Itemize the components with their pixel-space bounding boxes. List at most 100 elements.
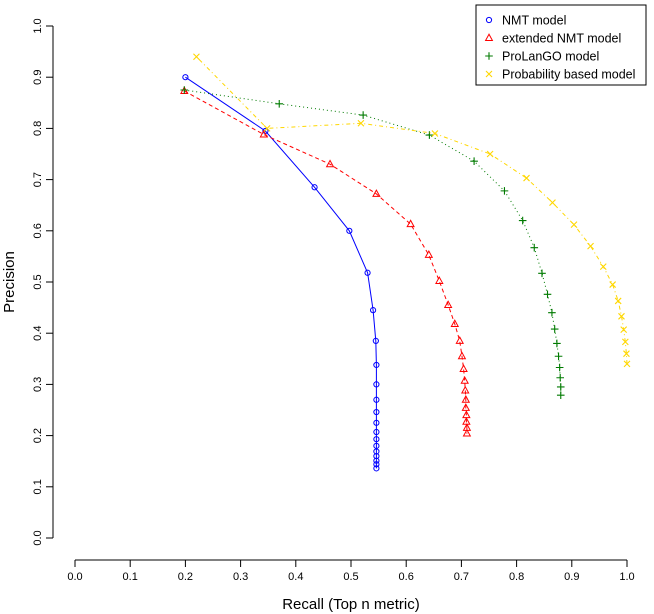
series-line-extended-nmt-model	[184, 90, 468, 434]
data-point-probability-based-model	[587, 242, 594, 250]
data-point-nmt-model	[373, 428, 380, 436]
data-point-probability-based-model	[431, 130, 439, 137]
data-point-nmt-model	[373, 461, 380, 468]
data-point-prolango-model	[538, 269, 546, 278]
legend-label-nmt-model: NMT model	[502, 14, 566, 28]
data-point-probability-based-model	[599, 263, 607, 271]
data-point-prolango-model	[556, 391, 565, 399]
data-point-nmt-model	[373, 448, 380, 455]
data-point-prolango-model	[275, 100, 284, 108]
data-point-probability-based-model	[263, 125, 271, 132]
data-point-extended-nmt-model	[406, 219, 415, 228]
data-point-nmt-model	[182, 74, 189, 81]
legend-box	[475, 4, 647, 86]
legend-label-prolango-model: ProLanGO model	[502, 50, 599, 64]
y-axis-title: Precision	[1, 251, 18, 313]
data-point-nmt-model	[373, 457, 380, 464]
data-point-prolango-model	[553, 339, 561, 348]
data-point-nmt-model	[372, 337, 379, 344]
x-tick-label: 0.9	[564, 571, 579, 583]
x-tick-label: 0.5	[343, 571, 358, 583]
data-point-nmt-model	[373, 465, 380, 472]
data-point-extended-nmt-model	[450, 319, 460, 327]
data-point-probability-based-model	[618, 312, 625, 320]
data-point-nmt-model	[311, 184, 318, 191]
series-extended-nmt-model	[180, 86, 472, 437]
legend-marker-prolango-model	[485, 52, 493, 60]
legend: NMT model extended NMT model ProLanGO mode…	[475, 4, 647, 86]
data-point-extended-nmt-model	[462, 428, 472, 437]
data-point-extended-nmt-model	[372, 189, 381, 197]
y-tick-label: 0.1	[32, 479, 44, 494]
data-point-prolango-model	[554, 352, 563, 361]
data-point-nmt-model	[373, 408, 380, 416]
y-tick-label: 0.3	[32, 377, 44, 392]
x-tick-label: 0.6	[399, 571, 414, 583]
data-point-prolango-model	[550, 325, 559, 333]
x-axis-title: Recall (Top n metric)	[282, 596, 420, 613]
plot-area	[180, 53, 631, 472]
data-point-prolango-model	[556, 373, 565, 382]
legend-marker-extended-nmt-model	[484, 33, 494, 41]
data-point-prolango-model	[530, 243, 539, 252]
y-tick-label: 1.0	[32, 18, 44, 33]
series-prolango-model	[180, 86, 565, 399]
x-tick-label: 0.2	[178, 571, 193, 583]
data-point-probability-based-model	[486, 150, 494, 158]
x-tick-label: 0.0	[67, 571, 82, 583]
data-point-probability-based-model	[621, 338, 629, 346]
data-point-extended-nmt-model	[259, 129, 269, 138]
data-point-prolango-model	[359, 111, 367, 119]
data-point-prolango-model	[500, 187, 509, 195]
y-tick-label: 0.2	[32, 428, 44, 443]
data-point-probability-based-model	[570, 221, 578, 229]
data-point-extended-nmt-model	[455, 336, 465, 344]
series-line-nmt-model	[185, 76, 377, 469]
x-tick-label: 0.3	[233, 571, 248, 583]
data-point-extended-nmt-model	[435, 276, 444, 284]
data-point-probability-based-model	[614, 297, 622, 305]
legend-marker-nmt-model	[485, 16, 493, 24]
legend-marker-probability-based-model	[485, 70, 493, 78]
y-tick-label: 0.0	[32, 530, 44, 545]
x-axis: 0.0 0.1 0.2 0.3 0.4 0.5 0.6 0.7 0.8 0.9 1.0	[67, 559, 635, 583]
y-tick-label: 0.8	[32, 121, 44, 136]
data-point-probability-based-model	[623, 360, 631, 368]
y-tick-label: 0.9	[32, 70, 44, 85]
data-point-nmt-model	[373, 396, 380, 403]
data-point-extended-nmt-model	[457, 351, 467, 360]
data-point-prolango-model	[555, 363, 564, 372]
x-tick-label: 1.0	[619, 571, 634, 583]
data-point-extended-nmt-model	[443, 300, 453, 309]
data-point-extended-nmt-model	[325, 159, 335, 168]
y-tick-label: 0.6	[32, 223, 44, 238]
x-tick-label: 0.4	[288, 571, 303, 583]
data-point-probability-based-model	[620, 326, 628, 334]
y-axis: 0.0 0.1 0.2 0.3 0.4 0.5 0.6 0.7 0.8 0.9 1.0	[32, 18, 54, 546]
x-tick-label: 0.1	[123, 571, 138, 583]
data-point-probability-based-model	[623, 350, 630, 358]
series-probability-based-model	[193, 53, 631, 368]
data-point-prolango-model	[470, 157, 478, 165]
data-point-prolango-model	[425, 131, 434, 139]
x-tick-label: 0.7	[454, 571, 469, 583]
data-point-extended-nmt-model	[460, 375, 469, 384]
y-tick-label: 0.7	[32, 172, 44, 187]
data-point-probability-based-model	[609, 281, 617, 288]
data-point-nmt-model	[373, 419, 380, 426]
data-point-prolango-model	[548, 308, 556, 317]
data-point-extended-nmt-model	[461, 394, 471, 403]
legend-label-extended-nmt-model: extended NMT model	[502, 32, 621, 46]
series-nmt-model	[182, 74, 380, 472]
data-point-probability-based-model	[523, 174, 530, 182]
data-point-nmt-model	[373, 381, 380, 388]
data-point-prolango-model	[556, 383, 565, 391]
data-point-probability-based-model	[357, 119, 365, 127]
data-point-nmt-model	[373, 361, 380, 369]
legend-label-probability-based-model: Probability based model	[502, 68, 635, 82]
y-tick-label: 0.5	[32, 274, 44, 289]
data-point-extended-nmt-model	[424, 250, 434, 258]
data-point-prolango-model	[180, 86, 189, 94]
data-point-extended-nmt-model	[461, 385, 470, 394]
